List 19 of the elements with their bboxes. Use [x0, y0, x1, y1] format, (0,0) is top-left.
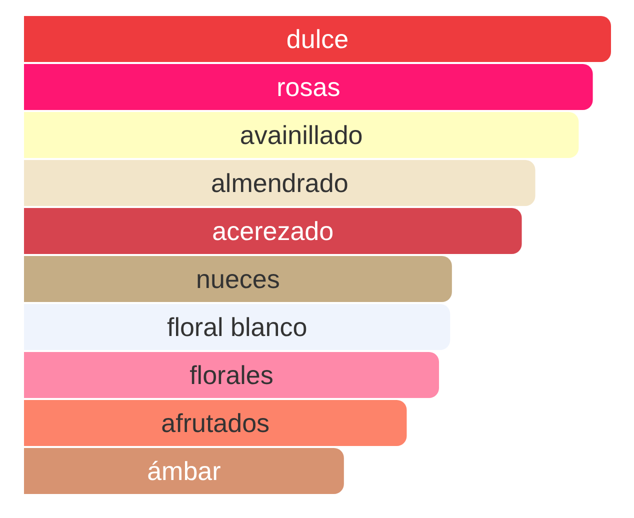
y-tick-label: afrutados [161, 408, 270, 438]
bar [24, 352, 440, 398]
y-tick-label: rosas [276, 72, 340, 102]
bar [24, 160, 536, 206]
y-tick-label: florales [190, 360, 274, 390]
y-tick-label: ámbar [147, 456, 222, 486]
bar [24, 112, 579, 158]
bar [24, 256, 452, 302]
bar [24, 448, 344, 494]
bar [24, 208, 522, 254]
y-tick-label: almendrado [210, 168, 348, 198]
bar [24, 64, 593, 110]
y-tick-label: dulce [286, 24, 349, 54]
y-tick-label: nueces [196, 264, 280, 294]
y-tick-label: acerezado [212, 216, 334, 246]
y-tick-label: floral blanco [166, 312, 308, 342]
y-tick-label: avainillado [240, 120, 363, 150]
bar [24, 400, 407, 446]
bar [24, 16, 611, 62]
